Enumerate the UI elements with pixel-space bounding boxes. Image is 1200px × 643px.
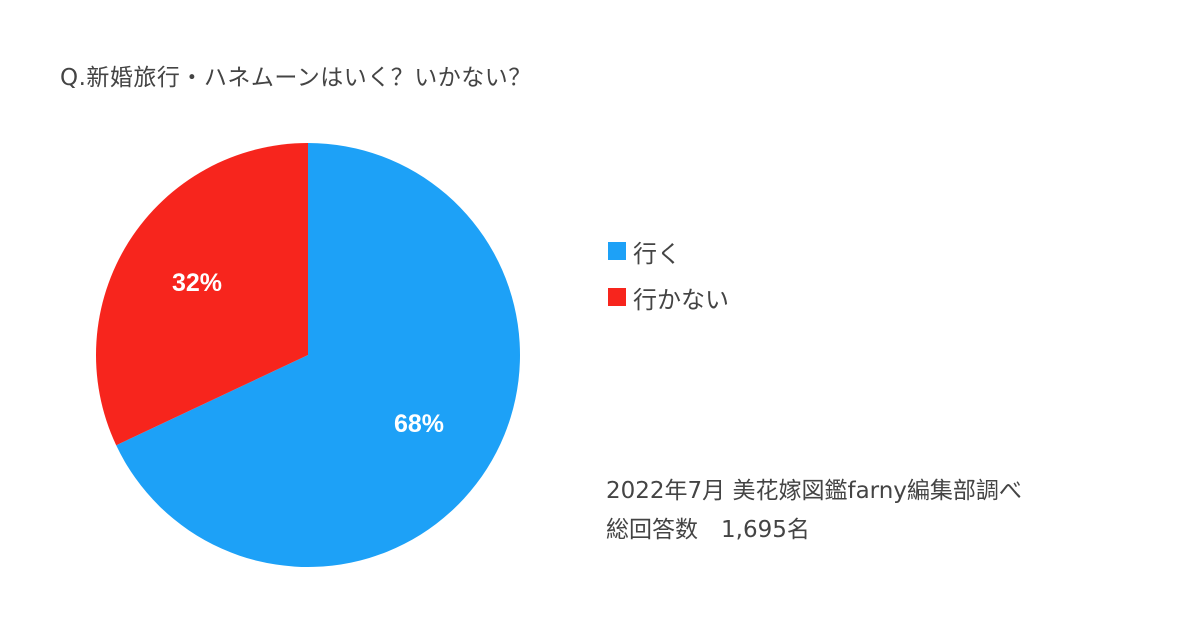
legend-label-not-go: 行かない	[633, 285, 729, 314]
chart-title: Q.新婚旅行・ハネムーンはいく？いかない？	[60, 65, 532, 91]
source-line-1: 2022年7月 美花嫁図鑑farny編集部調べ	[606, 478, 1022, 504]
pie-label-not-go: 32%	[172, 269, 222, 297]
legend: 行く 行かない	[608, 233, 729, 325]
pie-slice-not-go	[96, 143, 309, 446]
legend-item-go: 行く	[608, 233, 729, 269]
source-line-2: 総回答数 1,695名	[606, 517, 810, 543]
legend-swatch-go	[608, 242, 626, 260]
source-note: 2022年7月 美花嫁図鑑farny編集部調べ 総回答数 1,695名	[606, 472, 1022, 550]
pie-slice-go	[116, 143, 520, 567]
pie-label-go: 68%	[394, 410, 444, 438]
legend-label-go: 行く	[633, 239, 681, 268]
legend-item-not-go: 行かない	[608, 279, 729, 315]
legend-swatch-not-go	[608, 288, 626, 306]
